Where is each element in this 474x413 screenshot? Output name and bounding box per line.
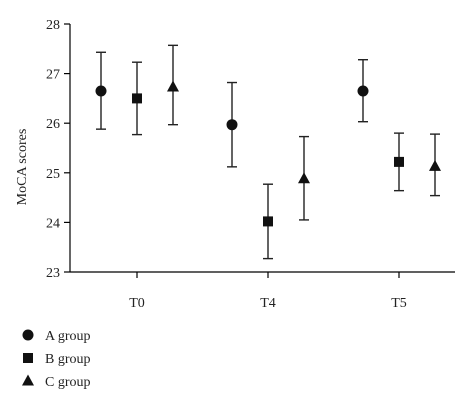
data-point [298,172,310,184]
data-point [429,159,441,171]
legend-marker-circle [22,329,34,341]
legend-item: C group [22,374,91,390]
y-axis-title: MoCA scores [15,129,30,206]
data-point [167,80,179,92]
x-tick-label: T5 [391,296,407,311]
series-c-group [167,44,441,221]
data-marks [95,44,441,260]
y-ticks: 23 24 25 26 27 28 [46,18,70,281]
y-tick-label: 28 [46,18,60,33]
legend-marker-square [23,353,33,363]
x-tick-label: T4 [260,296,276,311]
y-tick-label: 27 [46,68,60,83]
y-tick-label: 23 [46,266,60,281]
legend-item: A group [22,329,91,344]
x-tick-label: T0 [129,296,145,311]
legend-label: C group [45,375,91,390]
y-tick-label: 24 [46,216,60,231]
data-point [394,156,404,167]
series-a-group [95,51,369,168]
legend-marker-triangle [22,374,34,386]
data-point [95,85,107,97]
y-tick-label: 25 [46,167,60,182]
y-tick-label: 26 [46,117,60,132]
data-point [132,93,142,104]
data-point [226,119,238,131]
legend-label: B group [45,352,91,367]
plot-area: 23 24 25 26 27 28 T0 T4 T5 [46,18,455,311]
legend-item: B group [23,352,91,367]
legend-label: A group [45,329,91,344]
legend: A group B group C group [22,329,91,390]
x-ticks: T0 T4 T5 [129,272,407,311]
series-b-group [132,61,404,260]
data-point [263,216,273,227]
data-point [357,85,369,97]
